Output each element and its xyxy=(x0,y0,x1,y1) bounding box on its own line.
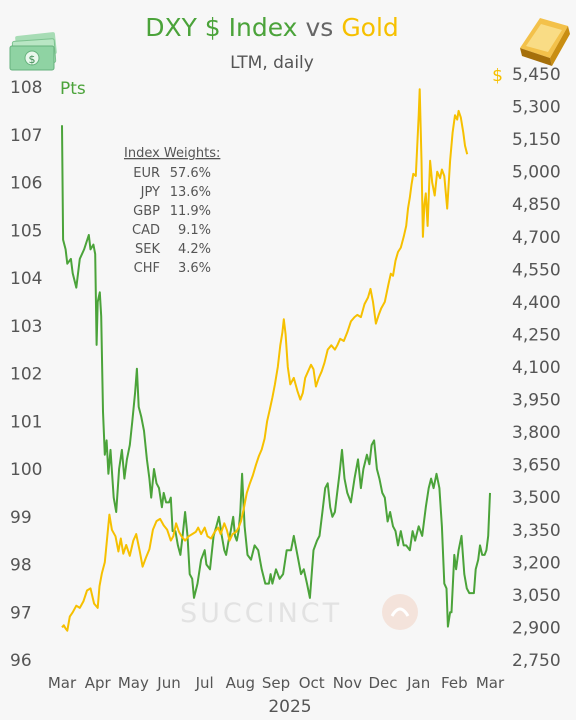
left-axis-ticks: 96 97 98 99 100 101 102 103 104 105 106 107 108 xyxy=(10,78,42,671)
left-tick-label: 99 xyxy=(10,508,32,528)
right-tick-label: 4,250 xyxy=(512,325,561,345)
gold-series-line xyxy=(61,88,469,632)
right-tick-label: 3,200 xyxy=(512,553,561,573)
weight-currency: CAD xyxy=(132,223,160,238)
chart-title: DXY $ Index vs Gold xyxy=(145,13,399,42)
title-gold: Gold xyxy=(341,13,398,42)
right-tick-label: 3,500 xyxy=(512,488,561,508)
left-tick-label: 100 xyxy=(10,460,42,480)
right-tick-label: 5,000 xyxy=(512,163,561,183)
x-tick-label: Mar xyxy=(476,674,505,692)
left-tick-label: 108 xyxy=(10,78,42,98)
weights-heading: Index Weights: xyxy=(124,146,220,161)
weight-percent: 13.6% xyxy=(170,185,211,200)
right-tick-label: 4,550 xyxy=(512,260,561,280)
left-tick-label: 106 xyxy=(10,174,42,194)
x-tick-label: Aug xyxy=(226,674,255,692)
weight-currency: SEK xyxy=(135,242,160,257)
weight-percent: 9.1% xyxy=(178,223,211,238)
weight-currency: JPY xyxy=(140,185,160,200)
x-tick-label: Nov xyxy=(333,674,362,692)
left-tick-label: 102 xyxy=(10,365,42,385)
weight-currency: GBP xyxy=(133,204,160,219)
left-tick-label: 104 xyxy=(10,269,42,289)
right-tick-label: 4,850 xyxy=(512,195,561,215)
x-tick-label: Apr xyxy=(85,674,112,692)
left-tick-label: 103 xyxy=(10,317,42,337)
weight-currency: EUR xyxy=(133,166,160,181)
right-tick-label: 2,900 xyxy=(512,618,561,638)
svg-text:SUCCINCT: SUCCINCT xyxy=(180,598,342,629)
right-tick-label: 4,100 xyxy=(512,358,561,378)
right-tick-label: 3,950 xyxy=(512,391,561,411)
right-tick-label: 3,050 xyxy=(512,586,561,606)
title-vs: vs xyxy=(305,13,333,42)
money-icon: $ xyxy=(9,32,57,71)
right-tick-label: 5,450 xyxy=(512,65,561,85)
right-tick-label: 5,150 xyxy=(512,130,561,150)
right-tick-label: 5,300 xyxy=(512,98,561,118)
right-axis-ticks: 2,750 2,900 3,050 3,200 3,350 3,500 3,650 3,800… xyxy=(512,65,561,671)
right-tick-label: 4,700 xyxy=(512,228,561,248)
left-tick-label: 96 xyxy=(10,651,32,671)
series-layer xyxy=(61,88,491,632)
x-tick-label: Feb xyxy=(441,674,468,692)
x-tick-label: Dec xyxy=(368,674,397,692)
weight-percent: 4.2% xyxy=(178,242,211,257)
right-axis-unit: $ xyxy=(492,66,503,86)
x-axis-ticks: Mar Apr May Jun Jul Aug Sep Oct Nov Dec Jan Feb Mar xyxy=(48,674,505,692)
dxy-series-line xyxy=(61,125,491,628)
right-tick-label: 4,400 xyxy=(512,293,561,313)
left-axis-unit: Pts xyxy=(60,79,86,99)
x-tick-label: Oct xyxy=(299,674,325,692)
weight-percent: 57.6% xyxy=(170,166,211,181)
right-tick-label: 2,750 xyxy=(512,651,561,671)
chart-subtitle: LTM, daily xyxy=(230,53,314,73)
weight-percent: 11.9% xyxy=(170,204,211,219)
index-weights: Index Weights: EUR 57.6% JPY 13.6% GBP 11.9% C… xyxy=(124,146,220,276)
x-tick-label: Jan xyxy=(406,674,430,692)
left-tick-label: 107 xyxy=(10,126,42,146)
succinct-watermark: SUCCINCT xyxy=(180,594,418,630)
x-tick-label: Mar xyxy=(48,674,77,692)
left-tick-label: 97 xyxy=(10,603,32,623)
weight-percent: 3.6% xyxy=(178,261,211,276)
x-tick-label: Sep xyxy=(262,674,290,692)
left-tick-label: 98 xyxy=(10,556,32,576)
title-dxy: DXY $ Index xyxy=(145,13,297,42)
x-tick-label: Jul xyxy=(195,674,214,692)
right-tick-label: 3,800 xyxy=(512,423,561,443)
right-tick-label: 3,350 xyxy=(512,521,561,541)
weight-currency: CHF xyxy=(134,261,160,276)
right-tick-label: 3,650 xyxy=(512,456,561,476)
left-tick-label: 101 xyxy=(10,412,42,432)
gold-bar-icon xyxy=(520,18,570,66)
left-tick-label: 105 xyxy=(10,221,42,241)
x-tick-label: May xyxy=(118,674,149,692)
svg-text:$: $ xyxy=(29,53,36,66)
x-axis-label: 2025 xyxy=(268,697,311,717)
x-tick-label: Jun xyxy=(156,674,180,692)
